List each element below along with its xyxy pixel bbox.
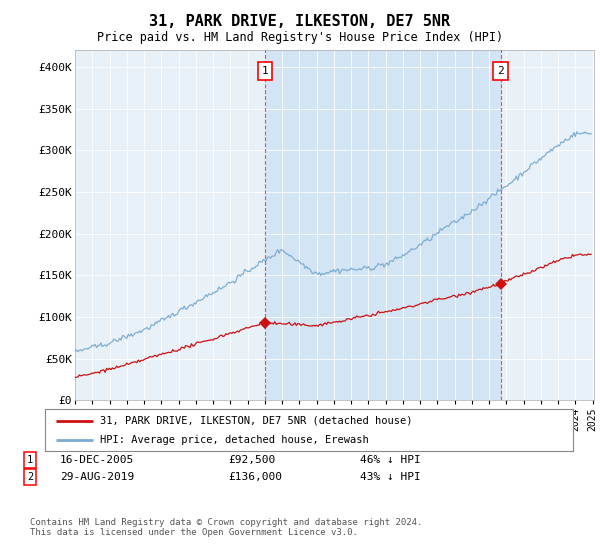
Text: 46% ↓ HPI: 46% ↓ HPI: [360, 455, 421, 465]
Bar: [265, 50, 500, 400]
Text: 16-DEC-2005: 16-DEC-2005: [60, 455, 134, 465]
Text: 31, PARK DRIVE, ILKESTON, DE7 5NR (detached house): 31, PARK DRIVE, ILKESTON, DE7 5NR (detac…: [100, 416, 413, 426]
Text: Contains HM Land Registry data © Crown copyright and database right 2024.
This d: Contains HM Land Registry data © Crown c…: [30, 518, 422, 538]
Text: 31, PARK DRIVE, ILKESTON, DE7 5NR: 31, PARK DRIVE, ILKESTON, DE7 5NR: [149, 14, 451, 29]
Text: £92,500: £92,500: [228, 455, 275, 465]
Text: 43% ↓ HPI: 43% ↓ HPI: [360, 472, 421, 482]
Text: HPI: Average price, detached house, Erewash: HPI: Average price, detached house, Erew…: [100, 435, 369, 445]
Text: Price paid vs. HM Land Registry's House Price Index (HPI): Price paid vs. HM Land Registry's House …: [97, 31, 503, 44]
Text: 2: 2: [497, 66, 504, 76]
Text: 1: 1: [262, 66, 268, 76]
Text: £136,000: £136,000: [228, 472, 282, 482]
Text: 29-AUG-2019: 29-AUG-2019: [60, 472, 134, 482]
Text: 2: 2: [27, 472, 33, 482]
Text: 1: 1: [27, 455, 33, 465]
